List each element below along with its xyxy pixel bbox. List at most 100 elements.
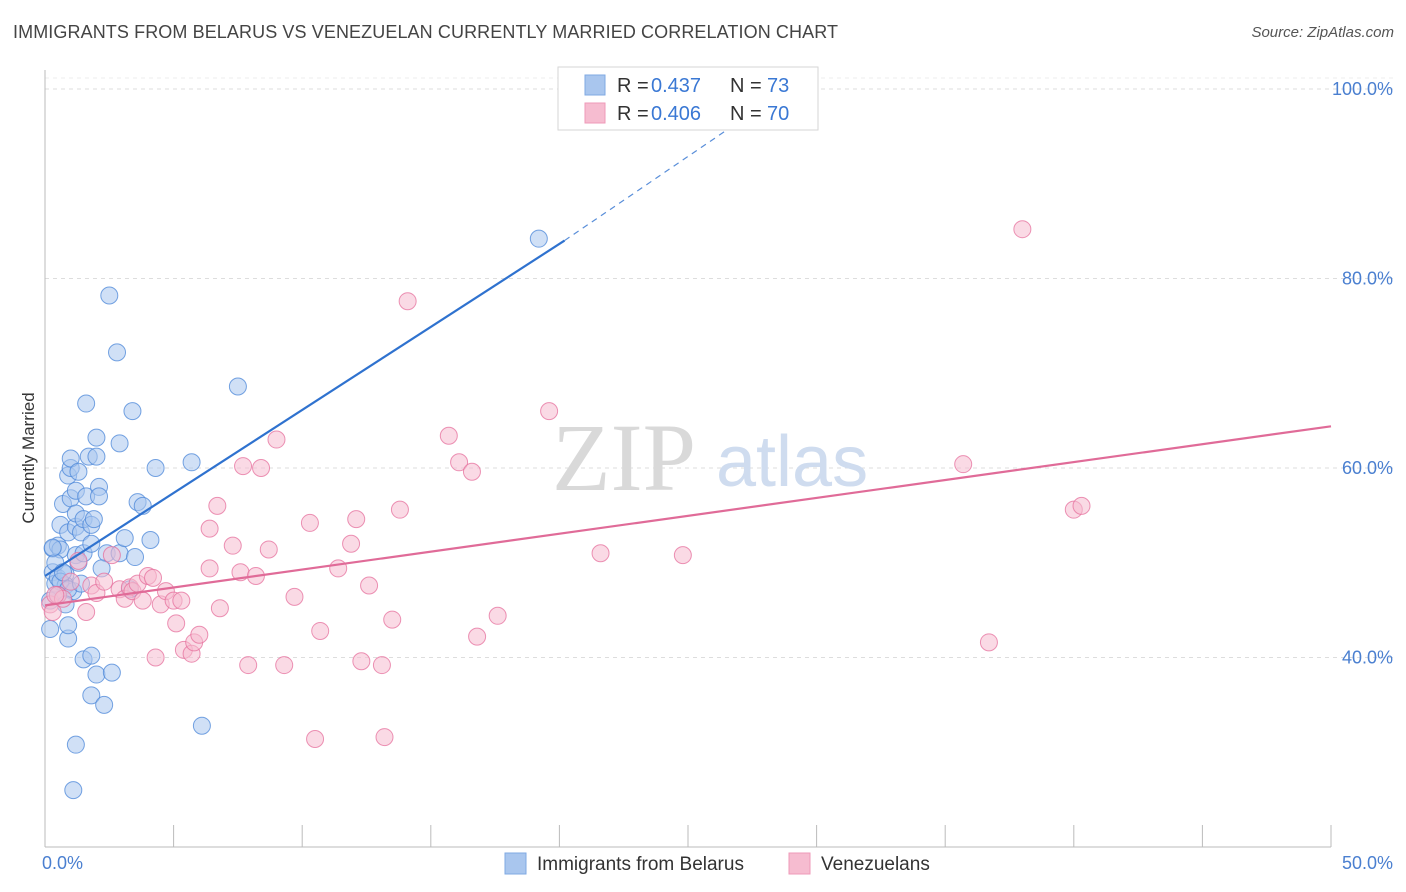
legend-n-value-venezuelans: 70 bbox=[767, 103, 789, 125]
point-belarus-36 bbox=[82, 686, 101, 705]
point-venezuelans-9 bbox=[95, 572, 114, 591]
legend-n-value-belarus: 73 bbox=[767, 75, 789, 97]
source-credit: Source: ZipAtlas.com bbox=[1251, 24, 1394, 41]
point-belarus-13 bbox=[59, 616, 78, 635]
x-tick-label-left: 0.0% bbox=[42, 853, 83, 873]
point-venezuelans-41 bbox=[275, 656, 294, 675]
point-venezuelans-28 bbox=[190, 625, 209, 644]
point-venezuelans-10 bbox=[102, 546, 121, 565]
x-ticks bbox=[44, 825, 1332, 847]
trend-line-belarus-extension bbox=[564, 112, 753, 242]
point-belarus-37 bbox=[84, 510, 103, 529]
y-tick-labels: 40.0% 60.0% 80.0% 100.0% bbox=[1332, 79, 1393, 668]
point-venezuelans-19 bbox=[146, 648, 165, 667]
point-venezuelans-55 bbox=[398, 292, 417, 311]
y-tick-label-80: 80.0% bbox=[1342, 268, 1393, 288]
point-venezuelans-4 bbox=[61, 572, 80, 591]
point-venezuelans-65 bbox=[979, 633, 998, 652]
point-venezuelans-53 bbox=[383, 610, 402, 629]
y-axis-title: Currently Married bbox=[19, 392, 38, 523]
point-venezuelans-30 bbox=[200, 519, 219, 538]
point-belarus-58 bbox=[182, 453, 201, 472]
point-belarus-47 bbox=[108, 343, 127, 362]
legend-r-label-belarus: R = bbox=[617, 75, 649, 97]
point-belarus-35 bbox=[82, 646, 101, 665]
x-tick-label-right: 50.0% bbox=[1342, 853, 1393, 873]
legend-swatch-belarus bbox=[584, 74, 606, 96]
point-venezuelans-69 bbox=[46, 585, 65, 604]
point-venezuelans-58 bbox=[462, 462, 481, 481]
y-tick-label-100: 100.0% bbox=[1332, 79, 1393, 99]
point-venezuelans-51 bbox=[372, 656, 391, 675]
legend-bottom-swatch-venezuelans bbox=[788, 852, 811, 875]
point-venezuelans-38 bbox=[252, 458, 271, 477]
point-venezuelans-31 bbox=[208, 496, 227, 515]
point-venezuelans-36 bbox=[239, 656, 258, 675]
point-venezuelans-23 bbox=[167, 614, 186, 633]
point-belarus-40 bbox=[87, 665, 106, 684]
point-venezuelans-39 bbox=[259, 540, 278, 559]
point-venezuelans-63 bbox=[673, 546, 692, 565]
legend-r-value-belarus: 0.437 bbox=[651, 75, 701, 97]
trend-line-venezuelans bbox=[44, 425, 1332, 607]
chart-title: IMMIGRANTS FROM BELARUS VS VENEZUELAN CU… bbox=[13, 22, 839, 42]
point-venezuelans-16 bbox=[133, 591, 152, 610]
point-venezuelans-60 bbox=[488, 606, 507, 625]
legend-n-label-venezuelans: N = bbox=[730, 103, 762, 125]
trend-line-belarus bbox=[44, 239, 566, 577]
point-belarus-39 bbox=[87, 447, 106, 466]
legend-bottom: Immigrants from Belarus Venezuelans bbox=[504, 852, 930, 875]
watermark-atlas: atlas bbox=[716, 422, 868, 502]
point-belarus-43 bbox=[95, 695, 114, 714]
point-belarus-24 bbox=[69, 462, 88, 481]
point-belarus-59 bbox=[192, 716, 211, 735]
point-belarus-52 bbox=[123, 402, 142, 421]
point-venezuelans-35 bbox=[234, 457, 253, 476]
legend-r-label-venezuelans: R = bbox=[617, 103, 649, 125]
scatter-points bbox=[41, 220, 1091, 800]
legend-n-label-belarus: N = bbox=[730, 75, 762, 97]
trend-lines bbox=[44, 112, 1332, 607]
point-belarus-38 bbox=[87, 428, 106, 447]
point-venezuelans-66 bbox=[1013, 220, 1032, 239]
point-venezuelans-32 bbox=[210, 599, 229, 618]
legend-bottom-label-venezuelans: Venezuelans bbox=[821, 854, 930, 875]
y-tick-label-60: 60.0% bbox=[1342, 458, 1393, 478]
point-venezuelans-46 bbox=[329, 559, 348, 578]
point-venezuelans-45 bbox=[311, 621, 330, 640]
point-venezuelans-6 bbox=[77, 603, 96, 622]
point-venezuelans-33 bbox=[223, 536, 242, 555]
point-belarus-45 bbox=[100, 286, 119, 305]
point-belarus-60 bbox=[228, 377, 247, 396]
point-venezuelans-61 bbox=[540, 402, 559, 421]
point-venezuelans-59 bbox=[468, 627, 487, 646]
point-venezuelans-49 bbox=[352, 652, 371, 671]
point-belarus-61 bbox=[66, 735, 85, 754]
point-belarus-30 bbox=[77, 394, 96, 413]
watermark: ZIP atlas bbox=[552, 404, 868, 511]
point-venezuelans-24 bbox=[172, 591, 191, 610]
point-venezuelans-18 bbox=[144, 568, 163, 587]
legend-bottom-swatch-belarus bbox=[504, 852, 527, 875]
point-belarus-42 bbox=[90, 487, 109, 506]
watermark-zip: ZIP bbox=[552, 404, 696, 511]
point-belarus-53 bbox=[126, 548, 145, 567]
point-venezuelans-56 bbox=[439, 426, 458, 445]
point-venezuelans-50 bbox=[360, 576, 379, 595]
point-venezuelans-42 bbox=[285, 587, 304, 606]
point-venezuelans-48 bbox=[347, 510, 366, 529]
point-belarus-48 bbox=[110, 434, 129, 453]
point-belarus-71 bbox=[529, 229, 548, 248]
point-venezuelans-47 bbox=[342, 534, 361, 553]
point-venezuelans-64 bbox=[954, 455, 973, 474]
point-belarus-0 bbox=[41, 620, 60, 639]
point-belarus-69 bbox=[43, 538, 62, 557]
point-venezuelans-44 bbox=[306, 729, 325, 748]
point-venezuelans-43 bbox=[300, 513, 319, 532]
point-venezuelans-62 bbox=[591, 544, 610, 563]
point-venezuelans-40 bbox=[267, 430, 286, 449]
point-belarus-17 bbox=[61, 449, 80, 468]
legend-top: R = 0.437 N = 73 R = 0.406 N = 70 bbox=[557, 66, 819, 131]
point-venezuelans-54 bbox=[390, 500, 409, 519]
